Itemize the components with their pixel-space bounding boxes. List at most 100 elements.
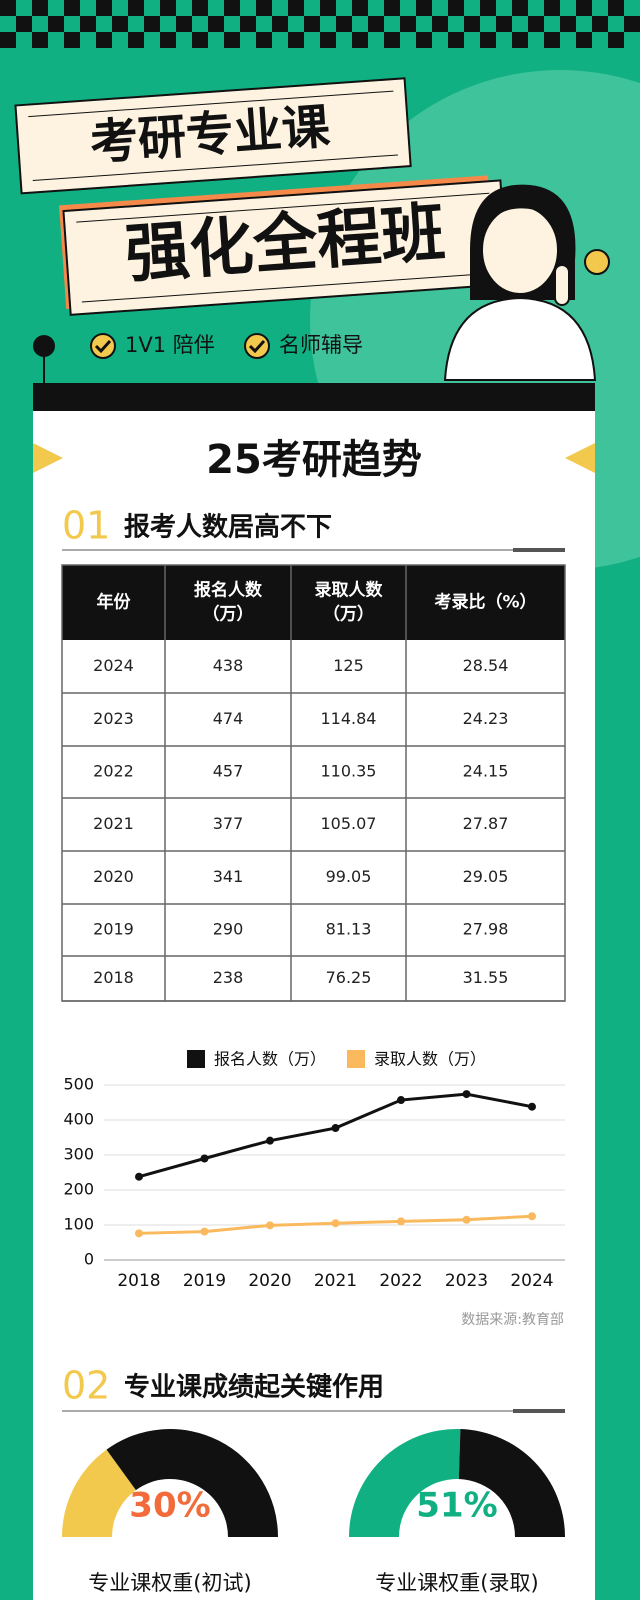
source-note: 数据来源:教育部	[461, 1312, 564, 1328]
checker-square	[0, 0, 16, 16]
checker-square	[416, 0, 432, 16]
checker-square	[528, 16, 544, 32]
table-header-cell: 考录比（%）	[433, 592, 536, 613]
tag: 名师辅导	[279, 333, 363, 357]
checker-square	[608, 0, 624, 16]
check-icon	[90, 333, 116, 359]
checker-square	[464, 16, 480, 32]
table-cell: 341	[213, 867, 244, 886]
x-tick-label: 2020	[248, 1271, 291, 1291]
point	[528, 1102, 536, 1111]
checker-square	[256, 0, 272, 16]
gauge-fill	[349, 1429, 461, 1537]
table-cell: 474	[213, 709, 244, 728]
checker-square	[48, 16, 64, 32]
check-mark	[248, 339, 266, 354]
point	[200, 1154, 209, 1163]
checker-square	[320, 0, 336, 16]
gauge-fill	[62, 1449, 136, 1537]
checker-square	[192, 0, 208, 16]
checker-square	[512, 0, 528, 16]
checker-square	[416, 32, 432, 48]
table-cell: 2019	[93, 920, 134, 939]
checker-square	[128, 0, 144, 16]
check-mark	[94, 339, 112, 354]
x-tick-label: 2021	[314, 1271, 357, 1291]
point	[397, 1096, 405, 1105]
checker-square	[288, 0, 304, 16]
checker-square	[80, 16, 96, 32]
table-cell: 290	[213, 920, 244, 939]
table-cell: 110.35	[321, 762, 377, 781]
main-title: 25考研趋势	[206, 437, 422, 483]
dot	[33, 335, 55, 357]
checker-square	[208, 16, 224, 32]
checker-square	[544, 0, 560, 16]
table-cell: 99.05	[326, 867, 372, 886]
table-header-cell: 年份	[97, 592, 132, 613]
y-tick-label: 200	[63, 1180, 94, 1199]
checker-square	[160, 0, 176, 16]
gauge-value: 30%	[129, 1486, 210, 1526]
legend-label: 录取人数（万）	[374, 1050, 486, 1069]
table-cell: 31.55	[463, 968, 509, 987]
checker-square	[400, 16, 416, 32]
y-tick-label: 100	[63, 1215, 94, 1234]
checker-square	[112, 16, 128, 32]
table-cell: 2024	[93, 656, 134, 675]
checker-square	[96, 32, 112, 48]
checker-square	[32, 32, 48, 48]
legend-swatch	[347, 1050, 365, 1068]
table-cell: 457	[213, 762, 244, 781]
point	[266, 1221, 274, 1230]
banner-1: 考研专业课	[14, 77, 412, 195]
checker-square	[496, 16, 512, 32]
deco-triangle	[33, 443, 63, 473]
checker-square	[240, 16, 256, 32]
checker-square	[576, 0, 592, 16]
x-tick-label: 2023	[445, 1271, 488, 1291]
checker-square	[0, 32, 16, 48]
check-icon	[244, 333, 270, 359]
table-cell: 105.07	[321, 814, 377, 833]
legend-swatch	[187, 1050, 205, 1068]
table-cell: 125	[333, 656, 364, 675]
checker-square	[432, 16, 448, 32]
gauge-value: 51%	[416, 1486, 497, 1526]
checker-square	[576, 32, 592, 48]
section-number: 02	[62, 1364, 110, 1408]
checker-square	[368, 16, 384, 32]
gauge-rest	[458, 1429, 565, 1537]
checker-square	[192, 32, 208, 48]
checker-square	[288, 32, 304, 48]
gauge-label: 专业课权重(录取)	[375, 1571, 538, 1595]
checker-square	[448, 0, 464, 16]
section-number: 01	[62, 504, 110, 548]
checker-square	[592, 16, 608, 32]
table-cell: 24.23	[463, 709, 509, 728]
checker-square	[144, 16, 160, 32]
checker-square	[160, 32, 176, 48]
table-cell: 76.25	[326, 968, 372, 987]
point	[331, 1219, 340, 1228]
checker-square	[16, 16, 32, 32]
section-title: 专业课成绩起关键作用	[124, 1372, 384, 1403]
table-cell: 81.13	[326, 920, 372, 939]
table-cell: 24.15	[463, 762, 509, 781]
checker-pattern	[0, 0, 640, 48]
point	[331, 1124, 340, 1133]
table-cell: 2018	[93, 968, 134, 987]
point	[135, 1229, 143, 1238]
table-cell: 2020	[93, 867, 134, 886]
point	[135, 1172, 143, 1181]
y-tick-label: 300	[63, 1145, 94, 1164]
point	[462, 1215, 471, 1224]
checker-square	[448, 32, 464, 48]
checker-square	[176, 16, 192, 32]
checker-square	[560, 16, 576, 32]
table-cell: 2023	[93, 709, 134, 728]
checker-square	[384, 32, 400, 48]
checker-square	[224, 0, 240, 16]
y-tick-label: 400	[63, 1110, 94, 1129]
y-tick-label: 500	[63, 1075, 94, 1094]
